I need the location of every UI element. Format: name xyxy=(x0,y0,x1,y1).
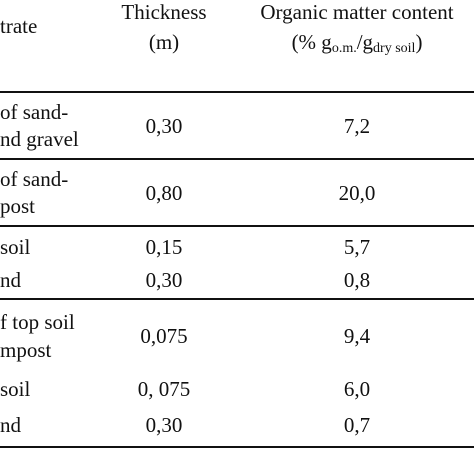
row-3-organic-matter: 5,7 xyxy=(343,235,371,259)
row-4-thickness: 0,30 xyxy=(145,268,183,292)
group-rule-3 xyxy=(0,298,474,300)
header-thickness-unit: (m) xyxy=(148,30,180,54)
row-1-label-line-2: nd gravel xyxy=(0,127,79,151)
group-rule-1 xyxy=(0,158,474,160)
row-3-label: soil xyxy=(0,235,31,259)
row-2-label-line-2: post xyxy=(0,194,36,218)
om-unit-slash: /g xyxy=(356,30,374,54)
row-6-label: soil xyxy=(0,377,31,401)
row-1-thickness: 0,30 xyxy=(145,114,183,138)
row-7-label: nd xyxy=(0,413,21,437)
row-6-organic-matter: 6,0 xyxy=(343,377,371,401)
group-rule-2 xyxy=(0,225,474,227)
row-7-thickness: 0,30 xyxy=(145,413,183,437)
row-2-label-line-1: of sand- xyxy=(0,167,69,191)
om-unit-prefix: (% g xyxy=(291,30,332,54)
om-unit-sub2: dry soil xyxy=(373,41,416,56)
row-2-thickness: 0,80 xyxy=(145,181,183,205)
header-thickness: Thickness xyxy=(121,0,207,24)
om-unit-suffix: ) xyxy=(415,30,423,54)
row-4-label: nd xyxy=(0,268,21,292)
row-4-organic-matter: 0,8 xyxy=(343,268,371,292)
row-1-label-line-1: of sand- xyxy=(0,100,69,124)
row-6-thickness: 0, 075 xyxy=(137,377,191,401)
header-rule xyxy=(0,91,474,93)
row-5-label-line-1: f top soil xyxy=(0,310,75,334)
header-organic-matter: Organic matter content xyxy=(260,0,454,24)
row-2-organic-matter: 20,0 xyxy=(338,181,376,205)
row-5-organic-matter: 9,4 xyxy=(343,324,371,348)
row-5-thickness: 0,075 xyxy=(140,324,188,348)
row-5-label-line-2: mpost xyxy=(0,338,52,362)
row-1-organic-matter: 7,2 xyxy=(343,114,371,138)
header-organic-matter-unit: (% go.m./gdry soil) xyxy=(227,30,474,56)
header-substrate: trate xyxy=(0,14,38,38)
row-3-thickness: 0,15 xyxy=(145,235,183,259)
bottom-rule xyxy=(0,446,474,448)
row-7-organic-matter: 0,7 xyxy=(343,413,371,437)
om-unit-sub1: o.m. xyxy=(331,41,357,56)
